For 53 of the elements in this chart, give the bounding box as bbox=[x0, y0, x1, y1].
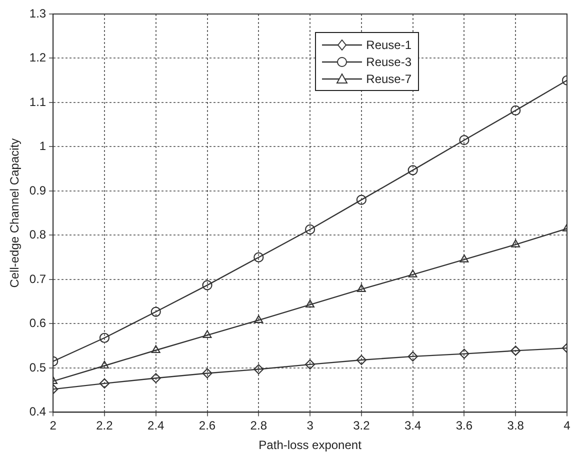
point bbox=[511, 239, 520, 248]
point bbox=[356, 284, 366, 292]
x-tick-label: 2.6 bbox=[198, 418, 216, 433]
point bbox=[356, 354, 366, 366]
point bbox=[304, 359, 316, 370]
point bbox=[151, 345, 160, 354]
legend-label: Reuse-1 bbox=[366, 38, 412, 52]
point bbox=[459, 348, 470, 359]
point bbox=[460, 254, 469, 262]
point bbox=[408, 270, 418, 278]
y-tick-label: 0.5 bbox=[29, 360, 46, 374]
point bbox=[459, 135, 470, 146]
point bbox=[150, 373, 161, 384]
x-tick-label: 2.8 bbox=[250, 418, 268, 433]
point bbox=[254, 252, 264, 262]
point bbox=[356, 194, 366, 205]
y-axis-title: Cell-edge Channel Capacity bbox=[8, 138, 22, 288]
point bbox=[150, 306, 161, 317]
legend-label: Reuse-7 bbox=[366, 72, 412, 86]
point bbox=[202, 280, 212, 290]
y-tick-label: 0.8 bbox=[29, 228, 46, 242]
point bbox=[254, 315, 264, 323]
y-tick-label: 0.7 bbox=[29, 272, 46, 286]
point bbox=[408, 165, 418, 176]
x-tick-label: 3.2 bbox=[353, 418, 370, 433]
x-tick-label: 2.4 bbox=[148, 418, 165, 433]
legend-label: Reuse-3 bbox=[366, 54, 412, 68]
point bbox=[99, 378, 110, 388]
y-tick-label: 1.2 bbox=[29, 50, 46, 65]
x-tick-label: 4 bbox=[564, 418, 571, 433]
x-tick-label: 2 bbox=[50, 418, 57, 433]
y-tick-label: 1.1 bbox=[29, 94, 46, 109]
point bbox=[99, 332, 110, 343]
y-tick-label: 0.9 bbox=[29, 183, 46, 198]
x-tick-label: 3.4 bbox=[404, 418, 422, 433]
point bbox=[202, 330, 212, 338]
point bbox=[306, 300, 314, 308]
point bbox=[408, 351, 418, 362]
point bbox=[510, 346, 521, 356]
x-tick-label: 2.2 bbox=[96, 418, 114, 433]
x-axis-title: Path-loss exponent bbox=[258, 438, 362, 452]
point bbox=[304, 224, 316, 235]
x-tick-label: 3.8 bbox=[507, 418, 524, 433]
y-tick-label: 0.6 bbox=[29, 316, 46, 330]
x-tick-label: 3 bbox=[306, 418, 314, 433]
y-tick-label: 0.4 bbox=[29, 404, 46, 419]
point bbox=[100, 360, 109, 369]
y-tick-label: 1.3 bbox=[29, 6, 46, 20]
point bbox=[510, 105, 521, 116]
point bbox=[254, 364, 264, 374]
y-tick-label: 1 bbox=[39, 139, 46, 154]
x-tick-label: 3.6 bbox=[456, 418, 473, 433]
point bbox=[202, 368, 212, 378]
